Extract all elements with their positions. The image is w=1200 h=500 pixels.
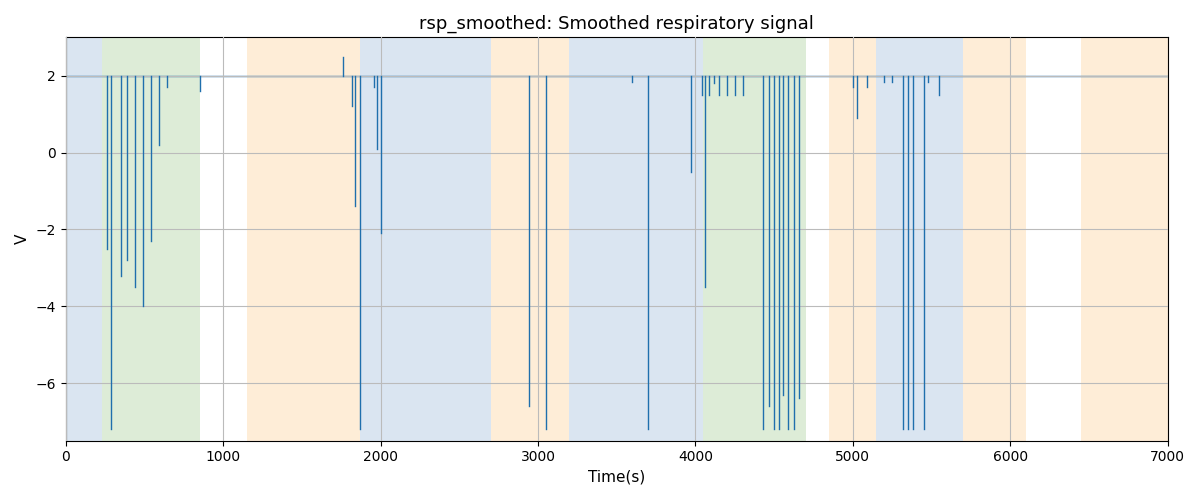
Bar (1081, 38, 1168, 440)
Bar (829, 38, 876, 440)
Bar (703, 38, 805, 440)
Bar (247, 38, 360, 440)
Y-axis label: V: V (16, 234, 30, 244)
Bar (66, 38, 102, 440)
Bar (876, 38, 962, 440)
Title: rsp_smoothed: Smoothed respiratory signal: rsp_smoothed: Smoothed respiratory signa… (419, 15, 814, 34)
Bar (570, 38, 703, 440)
Bar (491, 38, 570, 440)
Bar (102, 38, 199, 440)
X-axis label: Time(s): Time(s) (588, 470, 646, 485)
Bar (962, 38, 1026, 440)
Bar (360, 38, 491, 440)
